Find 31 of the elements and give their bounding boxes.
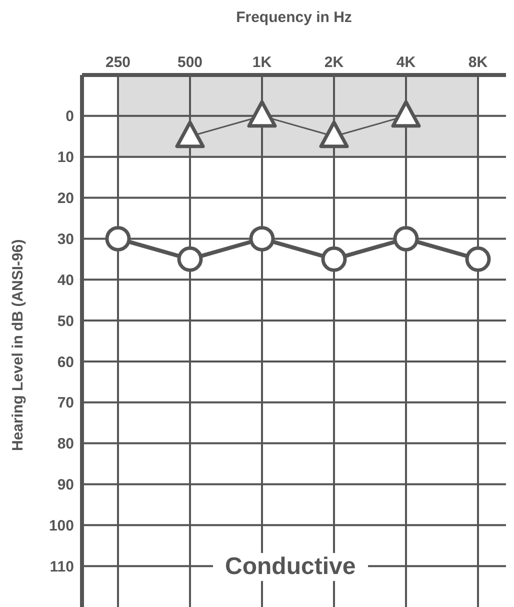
x-tick-label: 4K: [396, 54, 416, 71]
x-tick-label: 8K: [468, 54, 488, 71]
x-tick-label: 250: [105, 54, 131, 71]
point: [465, 246, 491, 272]
y-tick-label: 90: [57, 476, 74, 494]
y-tick-label: 100: [48, 517, 74, 534]
y-tick-label: 110: [50, 558, 74, 576]
point: [177, 246, 203, 272]
y-tick-label: 20: [57, 190, 74, 208]
point: [393, 226, 419, 252]
point: [321, 246, 347, 272]
y-tick-label: 50: [57, 312, 74, 330]
x-tick-label: 500: [177, 54, 203, 71]
y-tick-label: 60: [57, 354, 74, 371]
y-tick-label: 80: [57, 436, 74, 453]
x-tick-label: 2K: [324, 54, 344, 71]
y-tick-label: 0: [66, 108, 74, 126]
y-tick-label: 70: [57, 394, 74, 412]
y-tick-label: 10: [57, 149, 74, 166]
point: [105, 226, 131, 252]
point: [175, 120, 205, 148]
annotation: Conductive: [213, 553, 368, 581]
x-tick-label: 1K: [252, 54, 272, 71]
point: [319, 120, 349, 148]
point: [391, 100, 421, 128]
x-axis-title: Frequency in Hz: [236, 9, 352, 26]
y-tick-label: 40: [57, 272, 74, 289]
y-tick-label: 30: [57, 231, 74, 248]
y-axis-title: Hearing Level in dB (ANSI-96): [9, 239, 26, 451]
point: [249, 226, 275, 252]
point: [247, 100, 277, 128]
